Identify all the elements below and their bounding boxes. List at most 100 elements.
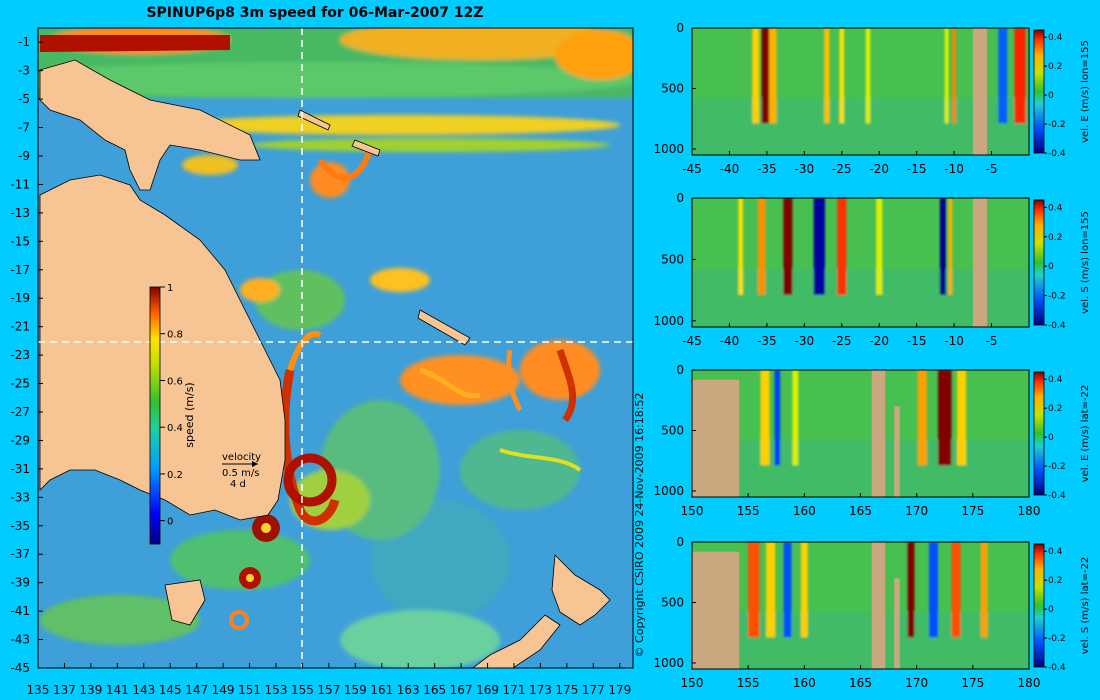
section-colorbar-tick-label: -0.2 <box>1048 462 1066 472</box>
map-x-tick-label: 173 <box>529 683 552 697</box>
map-x-tick-label: 155 <box>291 683 314 697</box>
section-land <box>871 370 886 497</box>
map-x-tick-label: 149 <box>212 683 235 697</box>
section-x-tick-label: -35 <box>757 334 777 348</box>
section-field <box>692 198 1029 327</box>
section-x-tick-label: -20 <box>869 334 889 348</box>
section-stripe <box>800 542 808 638</box>
land-masses <box>39 59 611 668</box>
map-y-tick-label: -11 <box>10 177 30 191</box>
section-x-tick-label: 165 <box>849 504 872 518</box>
map-x-tick-label: 175 <box>555 683 578 697</box>
section-colorbar-tick-label: 0.4 <box>1048 203 1063 213</box>
map-y-tick-label: -1 <box>18 35 30 49</box>
section-y-tick-label: 0 <box>676 363 684 377</box>
map-y-tick-label: -41 <box>10 604 30 618</box>
section-y-tick-label: 1000 <box>653 484 684 498</box>
section-x-tick-label: 155 <box>737 676 760 690</box>
map-x-axis: 135 137 139 141 143 145 147 149 151 153 155 157 159 1… <box>27 663 631 697</box>
map-y-tick-label: -3 <box>18 64 30 78</box>
map-y-tick-label: -39 <box>10 576 30 590</box>
section-colorbar <box>1033 29 1045 154</box>
section-stripe <box>760 370 770 466</box>
section-field <box>692 370 1029 497</box>
section-stripe <box>774 370 781 466</box>
section-colorbar-tick-label: 0 <box>1048 262 1054 272</box>
section-x-tick-label: -45 <box>682 334 702 348</box>
map-x-tick-label: 161 <box>370 683 393 697</box>
section-x-tick-label: 170 <box>905 504 928 518</box>
section-stripe <box>938 370 952 466</box>
velocity-legend-duration: 4 d <box>230 479 246 490</box>
map-y-tick-label: -23 <box>10 348 30 362</box>
section-panel-4: 150 155 160 165 170 175 180 0 500 1000 0.4 0.2 0 -0.2… <box>653 535 1091 690</box>
section-colorbar-tick-label: -0.4 <box>1048 321 1066 331</box>
section-frame <box>691 197 1030 328</box>
section-stripe <box>837 198 847 295</box>
map-x-tick-label: 167 <box>450 683 473 697</box>
map-y-tick-label: -27 <box>10 405 30 419</box>
section-stripe <box>1014 28 1026 124</box>
section-x-tick-label: 150 <box>681 504 704 518</box>
section-x-tick-label: -20 <box>869 162 889 176</box>
tasmania-land <box>164 579 206 626</box>
section-panel-2: -45 -40 -35 -30 -25 -20 -15 -10 -5 0 500 1000 0.4 0.2… <box>653 191 1091 348</box>
section-colorbar-label: vel. S (m/s) lat=-22 <box>1080 557 1091 655</box>
section-stripe <box>824 28 830 124</box>
map-y-tick-label: -31 <box>10 462 30 476</box>
section-colorbar-tick-label: 0.2 <box>1048 404 1062 414</box>
colorbar-gradient <box>149 286 161 545</box>
section-x-tick-label: -5 <box>986 162 998 176</box>
section-stripe <box>876 198 883 295</box>
section-x-tick-label: 150 <box>681 676 704 690</box>
map-x-tick-label: 171 <box>503 683 526 697</box>
map-frame <box>37 27 634 669</box>
map-y-tick-label: -43 <box>10 633 30 647</box>
section-y-tick-label: 500 <box>661 252 684 266</box>
section-y-tick-label: 0 <box>676 21 684 35</box>
section-x-tick-label: 165 <box>849 676 872 690</box>
section-stripe <box>865 28 871 124</box>
map-y-tick-label: -13 <box>10 206 30 220</box>
map-y-tick-label: -37 <box>10 547 30 561</box>
section-colorbar <box>1033 199 1045 326</box>
map-y-tick-label: -15 <box>10 234 30 248</box>
section-y-tick-label: 0 <box>676 535 684 549</box>
section-stripe <box>957 370 967 466</box>
section-x-tick-label: -10 <box>944 162 964 176</box>
section-colorbar-tick-label: 0.4 <box>1048 375 1063 385</box>
section-x-tick-label: 155 <box>737 504 760 518</box>
section-colorbar-tick-label: -0.4 <box>1048 663 1066 673</box>
section-colorbar-tick-label: 0.2 <box>1048 62 1062 72</box>
map-x-tick-label: 159 <box>344 683 367 697</box>
map-x-tick-label: 165 <box>423 683 446 697</box>
section-stripe <box>769 28 777 124</box>
section-y-tick-label: 500 <box>661 595 684 609</box>
section-frame <box>691 27 1030 156</box>
section-y-tick-label: 0 <box>676 191 684 205</box>
section-colorbar-label: vel. S (m/s) lon=155 <box>1080 211 1091 314</box>
section-x-tick-label: -45 <box>682 162 702 176</box>
section-panel-3: 150 155 160 165 170 175 180 0 500 1000 0.4 0.2 0 -0.2… <box>653 363 1091 518</box>
section-x-tick-label: 180 <box>1018 676 1041 690</box>
section-land <box>894 578 900 669</box>
map-y-tick-label: -5 <box>18 92 30 106</box>
section-stripe <box>839 28 845 124</box>
section-x-tick-label: -5 <box>986 334 998 348</box>
section-panel-1: -45 -40 -35 -30 -25 -20 -15 -10 -5 0 500 1000 0.4 0.2… <box>653 21 1091 176</box>
section-field <box>692 28 1029 155</box>
map-y-tick-label: -7 <box>18 121 30 135</box>
colorbar-tick-label: 0 <box>167 517 173 528</box>
colorbar-tick-label: 0.2 <box>167 470 183 481</box>
section-colorbar-label: vel. E (m/s) lat=-22 <box>1080 385 1091 483</box>
section-stripe <box>998 28 1008 124</box>
new-guinea-land <box>39 59 261 191</box>
new-caledonia-land <box>417 309 471 346</box>
current-features <box>40 35 582 630</box>
map-x-tick-label: 151 <box>238 683 261 697</box>
australia-land <box>39 174 286 521</box>
velocity-legend-title: velocity <box>222 452 261 463</box>
section-stripe <box>752 28 760 124</box>
colorbar-ticks: 1 0.8 0.6 0.4 0.2 0 <box>160 283 183 528</box>
